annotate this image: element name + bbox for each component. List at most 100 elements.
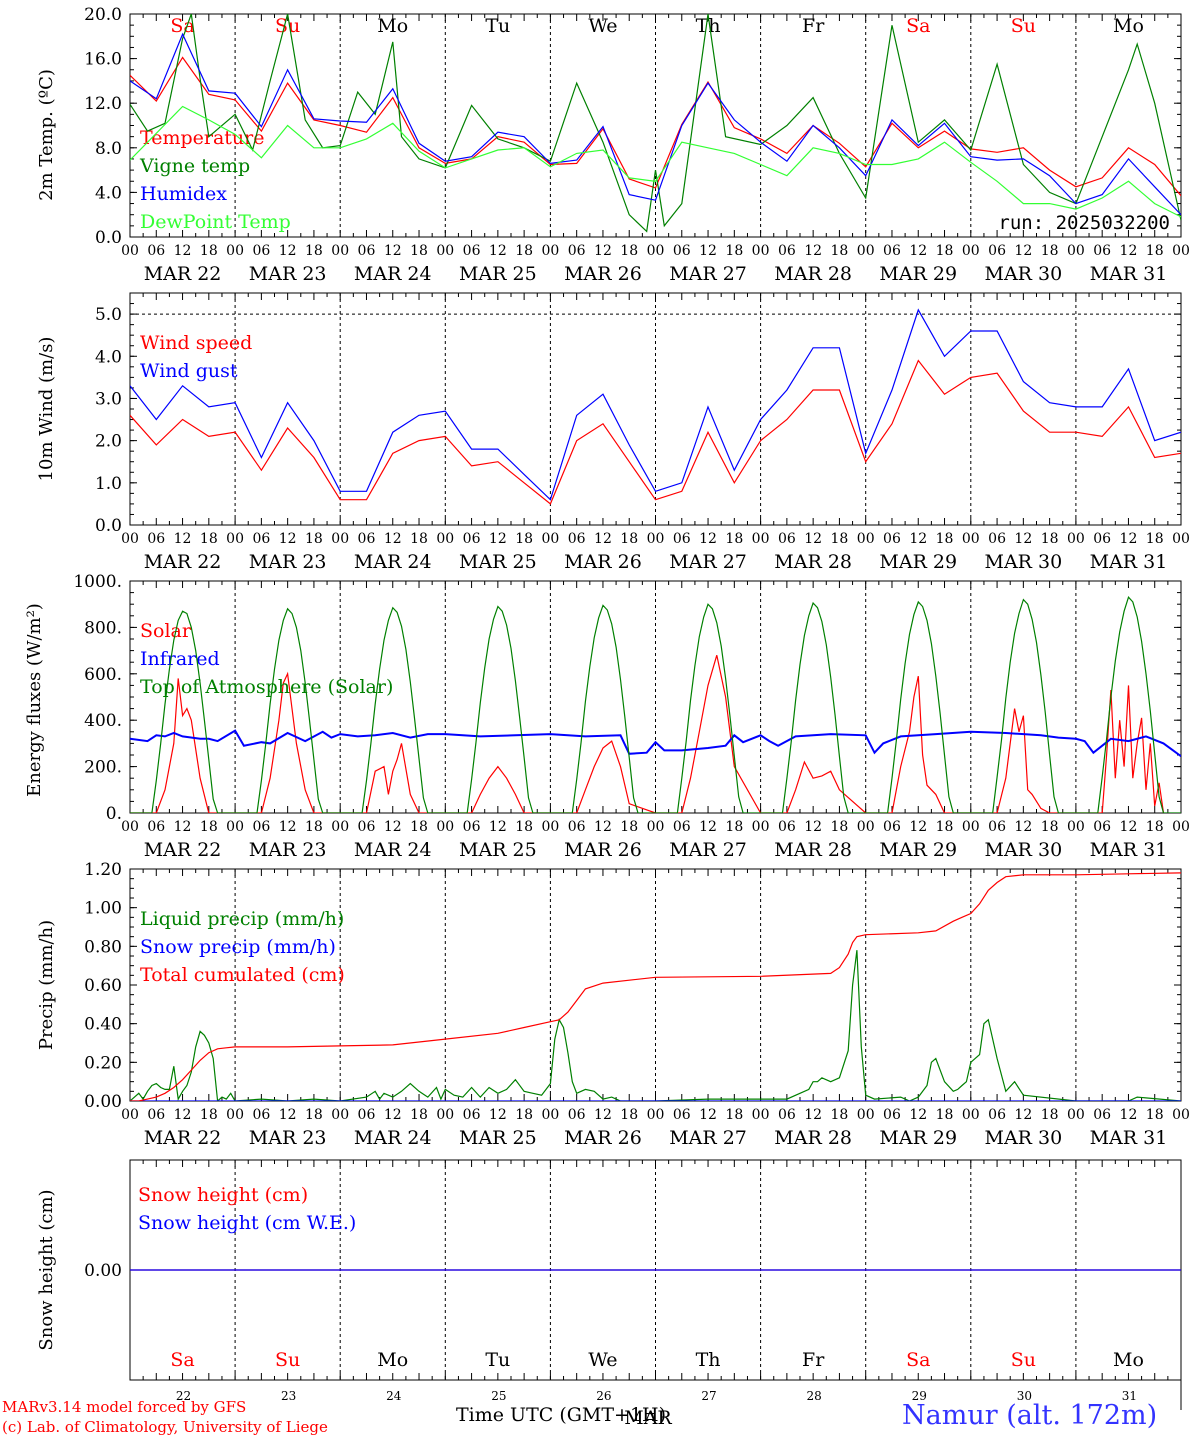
series-line-infrared bbox=[130, 729, 1181, 758]
hour-tick-label: 00 bbox=[647, 531, 665, 547]
hour-tick-label: 00 bbox=[962, 819, 980, 835]
hour-tick-label: 00 bbox=[541, 1107, 559, 1123]
hour-tick-label: 06 bbox=[988, 243, 1006, 259]
date-label: MAR 24 bbox=[354, 1127, 432, 1149]
date-label: MAR 26 bbox=[564, 263, 642, 285]
hour-tick-label: 06 bbox=[358, 819, 376, 835]
hour-tick-label: 12 bbox=[174, 243, 192, 259]
hour-tick-label: 12 bbox=[699, 531, 717, 547]
date-label: MAR 26 bbox=[564, 551, 642, 573]
hour-tick-label: 00 bbox=[331, 243, 349, 259]
series-line-temperature bbox=[130, 56, 1181, 197]
series-line-humidex bbox=[130, 32, 1181, 216]
hour-tick-label: 06 bbox=[463, 819, 481, 835]
hour-tick-label: 06 bbox=[673, 531, 691, 547]
hour-tick-label: 06 bbox=[778, 1107, 796, 1123]
y-tick-label: 200. bbox=[84, 758, 122, 778]
weekday-label: Fr bbox=[802, 1349, 825, 1371]
hour-tick-label: 12 bbox=[384, 819, 402, 835]
hour-tick-label: 18 bbox=[725, 531, 743, 547]
y-axis-title: Energy fluxes (W/m²) bbox=[24, 603, 45, 797]
y-tick-label: 0.00 bbox=[84, 1261, 122, 1281]
hour-tick-label: 00 bbox=[857, 1107, 875, 1123]
y-tick-label: 0.40 bbox=[84, 1015, 122, 1035]
hour-tick-label: 00 bbox=[1067, 819, 1085, 835]
weekday-label: Th bbox=[696, 15, 721, 37]
hour-tick-label: 12 bbox=[489, 1107, 507, 1123]
y-tick-label: 1.00 bbox=[84, 899, 122, 919]
date-label: MAR 28 bbox=[774, 551, 852, 573]
hour-tick-label: 00 bbox=[1172, 1107, 1190, 1123]
hour-tick-label: 18 bbox=[620, 1107, 638, 1123]
date-label: MAR 27 bbox=[669, 263, 747, 285]
hour-tick-label: 06 bbox=[147, 819, 165, 835]
series-line-total-cumulated-cm bbox=[130, 872, 1181, 1101]
hour-tick-label: 00 bbox=[857, 819, 875, 835]
hour-tick-label: 18 bbox=[1146, 1107, 1164, 1123]
hour-tick-label: 18 bbox=[410, 243, 428, 259]
hour-tick-label: 12 bbox=[594, 531, 612, 547]
legend-entry: Snow height (cm W.E.) bbox=[138, 1212, 356, 1234]
hour-tick-label: 12 bbox=[174, 819, 192, 835]
y-tick-label: 1.0 bbox=[95, 474, 122, 494]
hour-tick-label: 00 bbox=[962, 1107, 980, 1123]
hour-tick-label: 12 bbox=[804, 1107, 822, 1123]
hour-tick-label: 12 bbox=[279, 1107, 297, 1123]
hour-tick-label: 18 bbox=[831, 819, 849, 835]
day-number-label: 23 bbox=[281, 1389, 296, 1403]
weekday-label: Tu bbox=[485, 1349, 510, 1371]
hour-tick-label: 06 bbox=[463, 1107, 481, 1123]
hour-tick-label: 12 bbox=[909, 819, 927, 835]
hour-tick-label: 06 bbox=[988, 819, 1006, 835]
y-tick-label: 800. bbox=[84, 618, 122, 638]
hour-tick-label: 00 bbox=[541, 243, 559, 259]
hour-tick-label: 18 bbox=[936, 243, 954, 259]
legend-entry: Infrared bbox=[140, 648, 220, 670]
hour-tick-label: 18 bbox=[620, 243, 638, 259]
hour-tick-label: 18 bbox=[936, 531, 954, 547]
hour-tick-label: 06 bbox=[568, 819, 586, 835]
hour-tick-label: 12 bbox=[384, 531, 402, 547]
hour-tick-label: 12 bbox=[1120, 819, 1138, 835]
date-label: MAR 23 bbox=[249, 839, 327, 861]
hour-tick-label: 06 bbox=[358, 1107, 376, 1123]
hour-tick-label: 06 bbox=[778, 819, 796, 835]
legend-entry: Liquid precip (mm/h) bbox=[140, 908, 344, 930]
hour-tick-label: 12 bbox=[699, 243, 717, 259]
run-label: run: 2025032200 bbox=[998, 212, 1170, 234]
hour-tick-label: 06 bbox=[252, 819, 270, 835]
date-label: MAR 28 bbox=[774, 839, 852, 861]
hour-tick-label: 00 bbox=[121, 243, 139, 259]
hour-tick-label: 00 bbox=[226, 243, 244, 259]
series-line-wind-gust bbox=[130, 308, 1181, 501]
hour-tick-label: 00 bbox=[226, 819, 244, 835]
hour-tick-label: 00 bbox=[752, 531, 770, 547]
hour-tick-label: 12 bbox=[279, 531, 297, 547]
hour-tick-label: 12 bbox=[174, 531, 192, 547]
date-label: MAR 24 bbox=[354, 839, 432, 861]
credit-line-1: MARv3.14 model forced by GFS bbox=[2, 1398, 247, 1416]
hour-tick-label: 06 bbox=[147, 531, 165, 547]
day-number-label: 31 bbox=[1122, 1389, 1137, 1403]
day-number-label: 22 bbox=[176, 1389, 191, 1403]
hour-tick-label: 06 bbox=[883, 531, 901, 547]
hour-tick-label: 18 bbox=[515, 243, 533, 259]
date-label: MAR 22 bbox=[144, 263, 222, 285]
hour-tick-label: 18 bbox=[831, 531, 849, 547]
hour-tick-label: 00 bbox=[752, 243, 770, 259]
day-number-label: 28 bbox=[807, 1389, 822, 1403]
y-tick-label: 1000. bbox=[73, 572, 122, 592]
hour-tick-label: 00 bbox=[121, 531, 139, 547]
hour-tick-label: 12 bbox=[699, 819, 717, 835]
date-label: MAR 26 bbox=[564, 839, 642, 861]
hour-tick-label: 12 bbox=[279, 243, 297, 259]
x-axis-overprint: MAR bbox=[624, 1407, 672, 1429]
hour-tick-label: 06 bbox=[252, 1107, 270, 1123]
hour-tick-label: 06 bbox=[1093, 531, 1111, 547]
hour-tick-label: 12 bbox=[489, 243, 507, 259]
y-axis-title: Snow height (cm) bbox=[36, 1189, 57, 1350]
y-tick-label: 20.0 bbox=[84, 5, 122, 25]
hour-tick-label: 06 bbox=[673, 819, 691, 835]
y-axis-title: 10m Wind (m/s) bbox=[36, 337, 57, 482]
